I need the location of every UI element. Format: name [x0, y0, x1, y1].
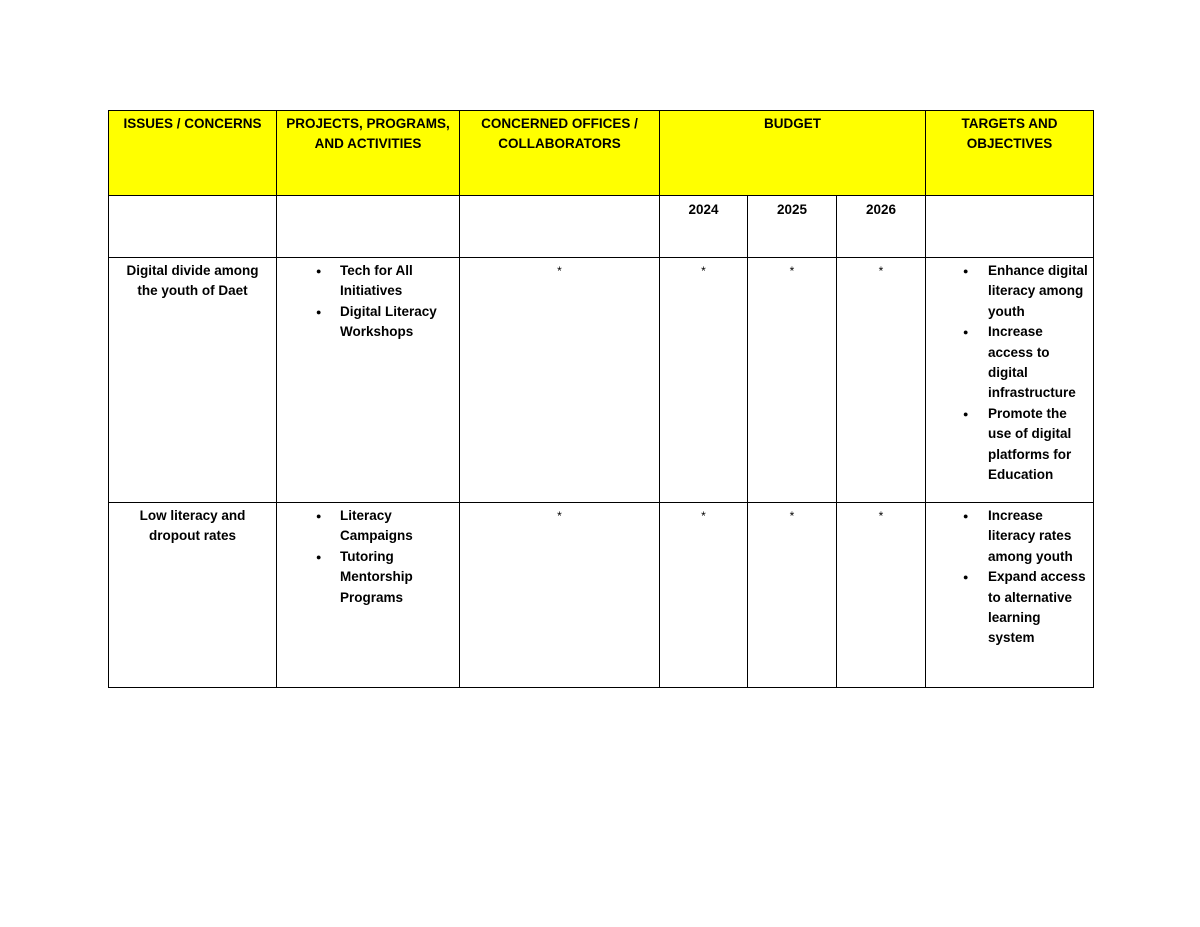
- list-item: Promote the use of digital platforms for…: [963, 404, 1089, 486]
- offices-cell: *: [459, 502, 660, 688]
- header-budget: BUDGET: [658, 110, 927, 196]
- ppa-cell: Tech for All Initiatives Digital Literac…: [276, 257, 460, 503]
- offices-cell: *: [459, 257, 660, 503]
- header-row: ISSUES / CONCERNS PROJECTS, PROGRAMS, AN…: [108, 110, 1095, 196]
- list-item: Literacy Campaigns: [316, 506, 453, 547]
- issue-cell: Low literacy and dropout rates: [108, 502, 277, 688]
- year-2025: 2025: [747, 195, 837, 258]
- table-row: Digital divide among the youth of Daet T…: [108, 257, 1095, 503]
- header-offices: CONCERNED OFFICES / COLLABORATORS: [459, 110, 660, 196]
- years-row: 2024 2025 2026: [108, 195, 1095, 258]
- issue-cell: Digital divide among the youth of Daet: [108, 257, 277, 503]
- year-2026: 2026: [835, 195, 927, 258]
- budget-2024-cell: *: [659, 502, 748, 688]
- ppa-cell: Literacy Campaigns Tutoring Mentorship P…: [276, 502, 460, 688]
- table-row: Low literacy and dropout rates Literacy …: [108, 502, 1095, 688]
- list-item: Digital Literacy Workshops: [316, 302, 453, 343]
- year-2024: 2024: [659, 195, 748, 258]
- targets-cell: Enhance digital literacy among youth Inc…: [925, 257, 1095, 503]
- budget-2026-cell: *: [835, 257, 927, 503]
- list-item: Tech for All Initiatives: [316, 261, 453, 302]
- list-item: Increase access to digital infrastructur…: [963, 322, 1089, 404]
- budget-2025-cell: *: [747, 257, 837, 503]
- budget-2025-cell: *: [747, 502, 837, 688]
- budget-2026-cell: *: [835, 502, 927, 688]
- header-ppa: PROJECTS, PROGRAMS, AND ACTIVITIES: [276, 110, 460, 196]
- list-item: Enhance digital literacy among youth: [963, 261, 1089, 322]
- budget-2024-cell: *: [659, 257, 748, 503]
- plan-table: ISSUES / CONCERNS PROJECTS, PROGRAMS, AN…: [108, 110, 1095, 688]
- list-item: Increase literacy rates among youth: [963, 506, 1089, 567]
- header-targets: TARGETS AND OBJECTIVES: [925, 110, 1095, 196]
- list-item: Expand access to alternative learning sy…: [963, 567, 1089, 649]
- header-issues: ISSUES / CONCERNS: [108, 110, 277, 196]
- list-item: Tutoring Mentorship Programs: [316, 547, 453, 608]
- targets-cell: Increase literacy rates among youth Expa…: [925, 502, 1095, 688]
